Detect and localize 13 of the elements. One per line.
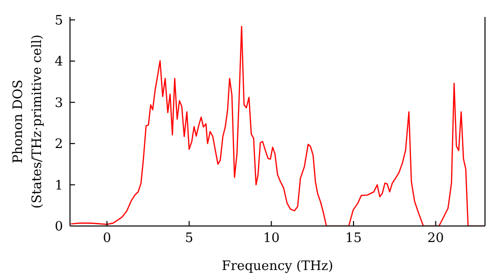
x-tick-label: 15 — [345, 231, 362, 246]
y-tick-label: 0 — [54, 220, 63, 235]
y-tick-label: 1 — [54, 178, 63, 194]
y-tick-label: 2 — [54, 137, 63, 152]
y-tick-label: 5 — [54, 14, 63, 28]
y-tick-label: 3 — [54, 96, 63, 111]
y-axis-title: Phonon DOS (States/THz·primitive cell) — [11, 34, 45, 209]
x-tick-label: 10 — [263, 231, 280, 246]
x-axis-title: Frequency (THz) — [222, 259, 334, 274]
x-tick-label: 20 — [427, 231, 444, 246]
x-tick-label: 0 — [102, 231, 112, 246]
y-tick-label: 4 — [54, 54, 63, 70]
x-tick-label: 5 — [185, 231, 194, 246]
